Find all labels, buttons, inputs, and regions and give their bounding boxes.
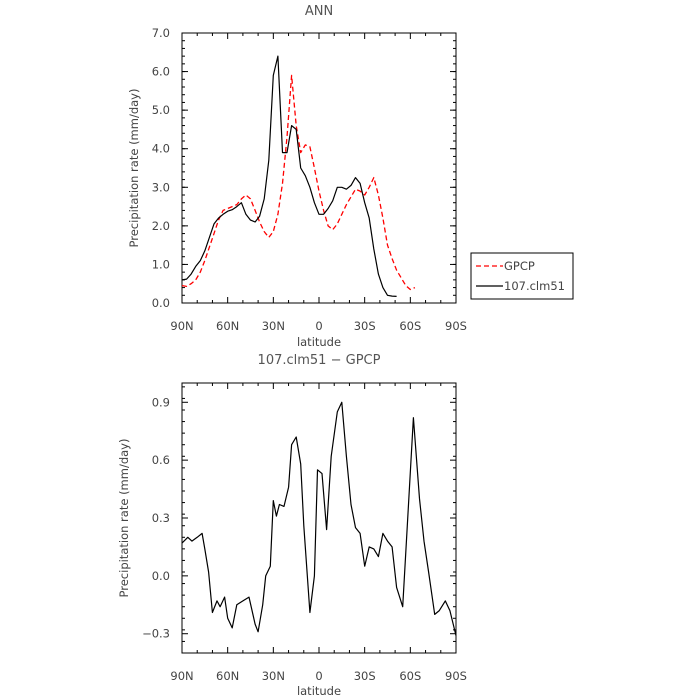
chart-title-diff: 107.clm51 − GPCP (258, 353, 381, 368)
series-line-model (181, 401, 457, 636)
x-tick-label: 30N (262, 669, 285, 683)
precip-difference-panel: 107.clm51 − GPCP 90N 60N 30N 0 30S 60S 90S −0.3… (117, 353, 467, 698)
x-axis-label-ann: latitude (297, 335, 341, 349)
x-tick-label: 60N (216, 669, 239, 683)
x-tick-label: 90S (445, 669, 467, 683)
y-axis-label-diff: Precipitation rate (mm/day) (117, 439, 131, 598)
x-tick-label: 0 (315, 319, 322, 333)
y-tick-label: 4.0 (152, 142, 170, 156)
y-tick-label: 7.0 (152, 26, 170, 40)
legend-label-model: 107.clm51 (504, 279, 565, 293)
y-tick-label: 3.0 (152, 180, 170, 194)
plot-frame-ann (181, 32, 457, 304)
y-tick-label: 2.0 (152, 219, 170, 233)
ticks-ann: 90N 60N 30N 0 30S 60S 90S 0.0 1.0 2.0 3.0 4.0 5.0 6.0… (152, 26, 467, 333)
legend-label-gpcp: GPCP (504, 259, 535, 273)
x-tick-label: 30S (354, 669, 376, 683)
x-tick-label: 60S (399, 669, 421, 683)
legend-frame (470, 252, 574, 300)
precip-annual-panel: ANN 90N 60N 30N 0 30S 60S 90S 0.0 1.0 2.0 3.0 4.0 5.… (127, 4, 574, 349)
series-ann (181, 55, 416, 297)
y-tick-label: 6.0 (152, 65, 170, 79)
y-tick-label: 0.0 (152, 296, 170, 310)
y-axis-label-ann: Precipitation rate (mm/day) (127, 89, 141, 248)
x-tick-label: 0 (315, 669, 322, 683)
x-tick-label: 60S (399, 319, 421, 333)
x-tick-label: 90N (170, 669, 193, 683)
x-tick-label: 60N (216, 319, 239, 333)
y-tick-label: −0.3 (142, 627, 170, 641)
chart-title-ann: ANN (305, 4, 333, 19)
series-diff (181, 401, 457, 636)
series-line-model (181, 55, 397, 297)
y-tick-label: 5.0 (152, 103, 170, 117)
x-tick-label: 30N (262, 319, 285, 333)
x-tick-label: 30S (354, 319, 376, 333)
y-tick-label: 0.0 (152, 569, 170, 583)
x-tick-label: 90S (445, 319, 467, 333)
y-tick-label: 0.9 (152, 395, 170, 409)
plot-frame-diff (181, 382, 457, 654)
series-line-gpcp (181, 74, 416, 291)
y-tick-label: 0.6 (152, 453, 170, 467)
x-axis-label-diff: latitude (297, 684, 341, 698)
y-tick-label: 1.0 (152, 257, 170, 271)
legend: GPCP 107.clm51 (470, 252, 574, 300)
x-tick-label: 90N (170, 319, 193, 333)
y-tick-label: 0.3 (152, 511, 170, 525)
ticks-diff: 90N 60N 30N 0 30S 60S 90S −0.3 0.0 0.3 0.6 0.9 (142, 383, 467, 683)
